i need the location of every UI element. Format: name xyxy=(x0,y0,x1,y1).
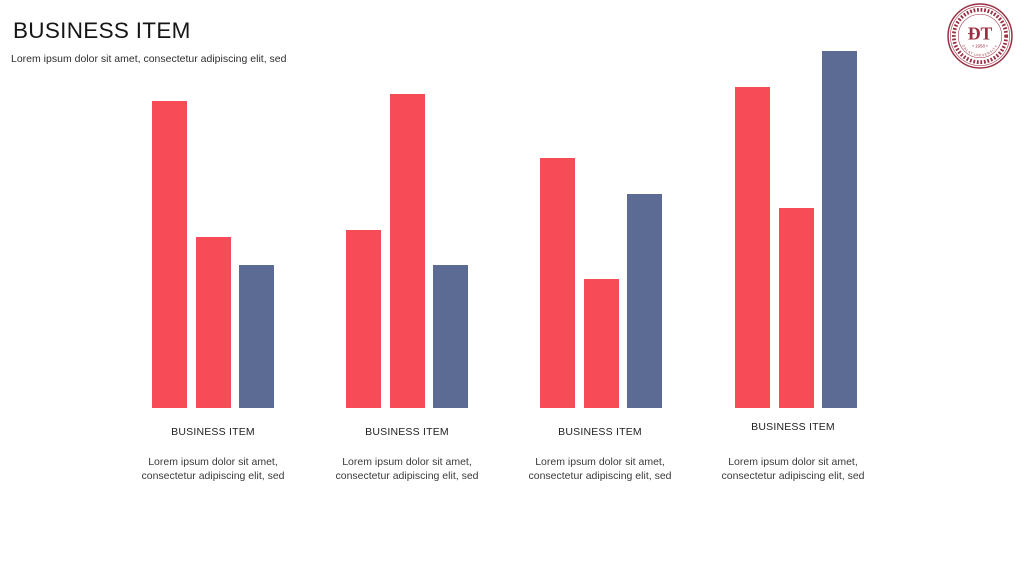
group-caption-4: BUSINESS ITEM Lorem ipsum dolor sit amet… xyxy=(698,421,888,483)
seal-monogram: ĐT xyxy=(968,23,993,43)
bar-red-2 xyxy=(583,279,619,408)
group-description: Lorem ipsum dolor sit amet, consectetur … xyxy=(335,456,479,482)
bar-red-2 xyxy=(195,236,231,408)
seal-icon: ĐT • 1958 • DALAT UNIVERSITY xyxy=(947,3,1013,69)
group-caption-3: BUSINESS ITEM Lorem ipsum dolor sit amet… xyxy=(505,426,695,483)
bar-slate xyxy=(627,193,662,408)
bar-slate xyxy=(239,265,274,408)
bar-red-1 xyxy=(152,100,187,408)
slide-subtitle: Lorem ipsum dolor sit amet, consectetur … xyxy=(11,53,287,65)
bar-group-3 xyxy=(540,51,662,408)
group-label: BUSINESS ITEM xyxy=(751,421,835,433)
bar-group-4 xyxy=(735,51,857,408)
bar-red-1 xyxy=(346,229,381,408)
group-description: Lorem ipsum dolor sit amet, consectetur … xyxy=(528,456,672,482)
bar-group-2 xyxy=(346,51,468,408)
bar-red-2 xyxy=(778,208,814,408)
group-caption-1: BUSINESS ITEM Lorem ipsum dolor sit amet… xyxy=(118,426,308,483)
bar-slate xyxy=(433,265,468,408)
university-seal-logo: ĐT • 1958 • DALAT UNIVERSITY xyxy=(946,2,1014,70)
bar-red-1 xyxy=(735,86,770,408)
group-caption-2: BUSINESS ITEM Lorem ipsum dolor sit amet… xyxy=(312,426,502,483)
group-label: BUSINESS ITEM xyxy=(171,426,255,438)
group-label: BUSINESS ITEM xyxy=(558,426,642,438)
group-description: Lorem ipsum dolor sit amet, consectetur … xyxy=(141,456,285,482)
seal-year: • 1958 • xyxy=(972,44,988,49)
group-label: BUSINESS ITEM xyxy=(365,426,449,438)
bar-slate xyxy=(822,51,857,408)
bar-red-1 xyxy=(540,158,575,408)
bar-red-2 xyxy=(389,93,425,408)
bar-group-1 xyxy=(152,51,274,408)
group-description: Lorem ipsum dolor sit amet, consectetur … xyxy=(721,456,865,482)
slide-title: BUSINESS ITEM xyxy=(13,18,191,43)
